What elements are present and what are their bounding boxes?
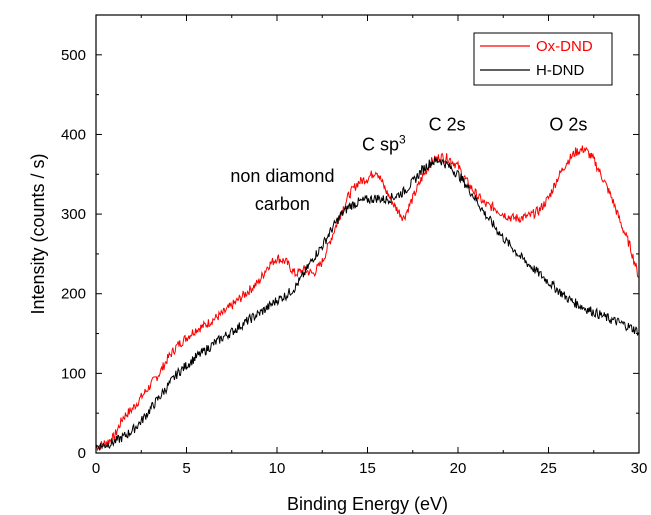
x-tick-label: 5 [182, 460, 190, 477]
peak-annotation: carbon [255, 194, 310, 214]
x-tick-label: 15 [359, 460, 376, 477]
y-tick-label: 0 [78, 445, 86, 462]
peak-annotation: C 2s [429, 114, 466, 134]
y-tick-label: 100 [61, 365, 86, 382]
series-line-h-dnd [95, 157, 640, 451]
x-tick-label: 20 [450, 460, 467, 477]
series-line-ox-dnd [95, 145, 640, 452]
legend-box [473, 32, 613, 86]
y-axis-label: Intensity (counts / s) [28, 153, 48, 314]
legend-label-ox-dnd: Ox-DND [536, 38, 593, 55]
y-tick-label: 300 [61, 206, 86, 223]
peak-annotation: non diamond [230, 166, 334, 186]
x-tick-label: 10 [269, 460, 286, 477]
annotation-layer: non diamond carbon C sp3 C 2s O 2s [230, 114, 587, 214]
x-tick-label: 30 [631, 460, 648, 477]
annotation-superscript: 3 [399, 132, 406, 146]
y-tick-label: 200 [61, 286, 86, 303]
legend: Ox-DND H-DND [473, 32, 613, 86]
legend-label-h-dnd: H-DND [536, 62, 584, 79]
y-tick-label: 400 [61, 126, 86, 143]
peak-annotation: C sp3 [362, 132, 406, 154]
peak-annotation: O 2s [549, 114, 587, 134]
x-tick-label: 25 [540, 460, 557, 477]
y-tick-label: 500 [61, 47, 86, 64]
x-axis-label: Binding Energy (eV) [287, 494, 448, 514]
x-tick-label: 0 [92, 460, 100, 477]
series-layer [95, 145, 640, 452]
